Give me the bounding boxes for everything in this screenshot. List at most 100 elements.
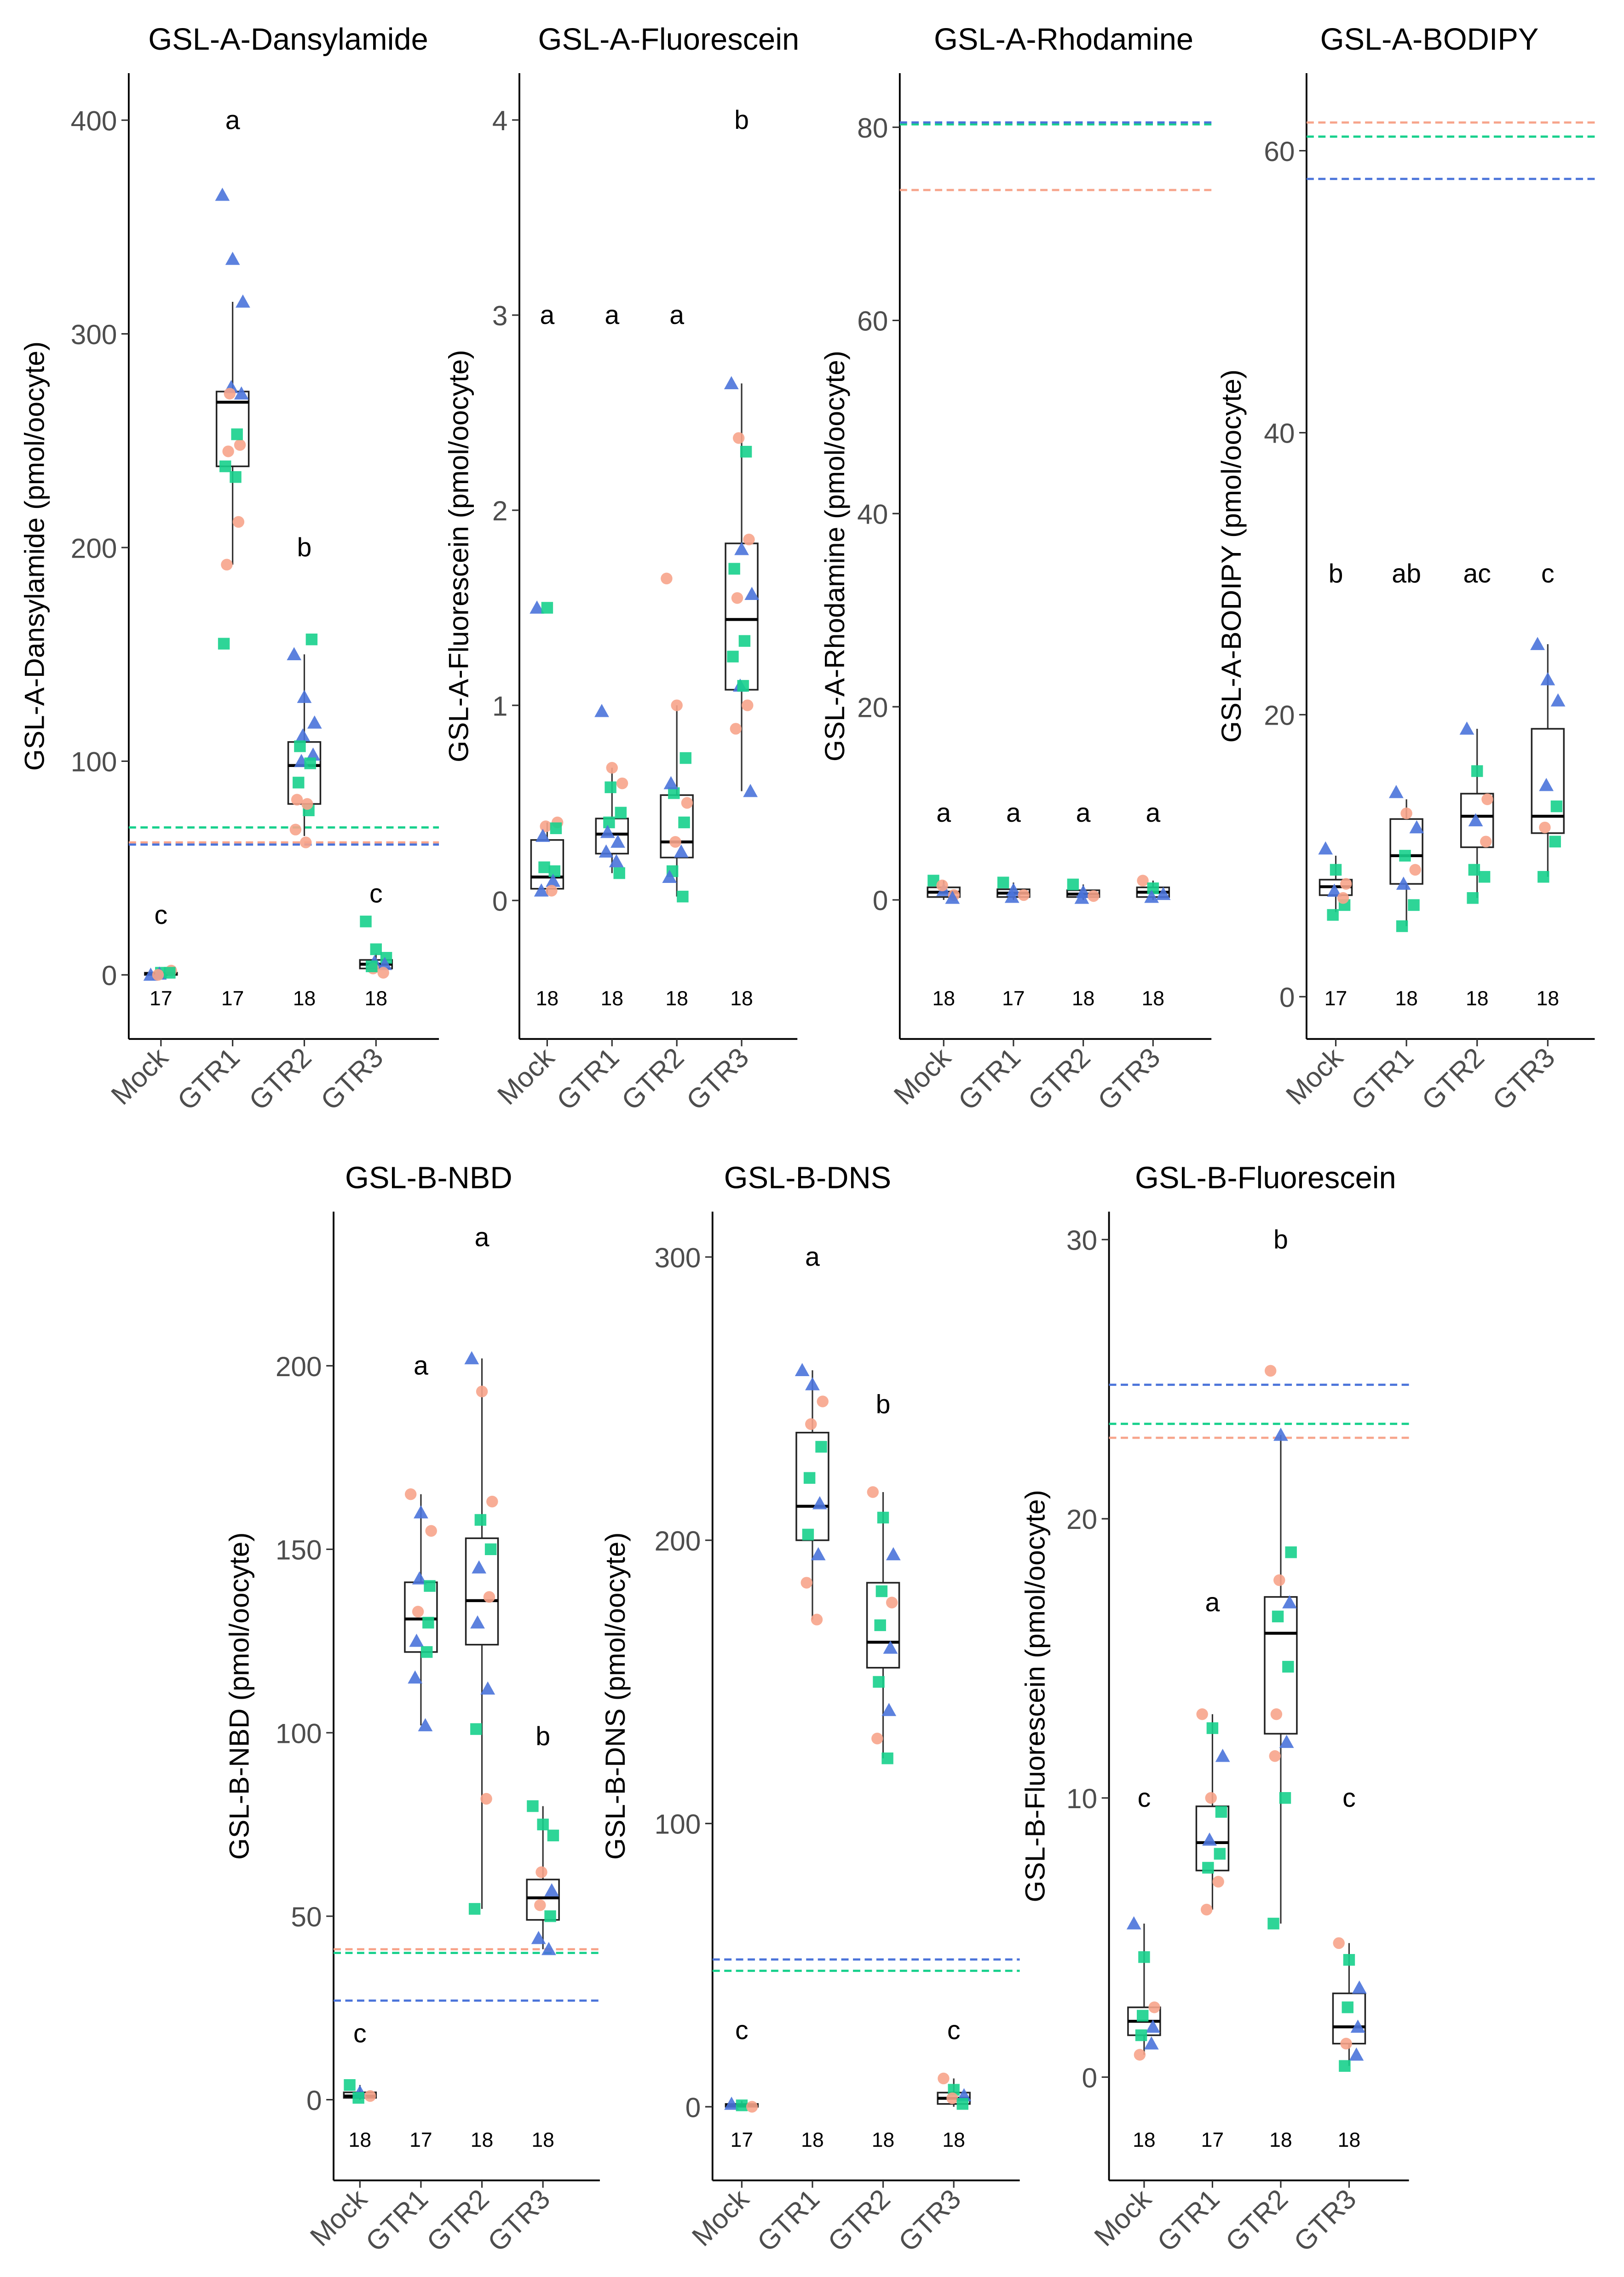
data-point-circle: [232, 516, 245, 528]
y-tick-label: 100: [655, 1809, 701, 1840]
data-point-triangle: [881, 1703, 897, 1716]
sample-size-label: 17: [409, 2129, 432, 2151]
sample-size-label: 18: [601, 987, 624, 1010]
data-point-circle: [480, 1793, 492, 1805]
data-point-triangle: [215, 187, 230, 201]
data-point-square: [678, 816, 690, 829]
data-point-circle: [743, 533, 755, 546]
data-point-square: [548, 865, 561, 877]
data-point-triangle: [743, 784, 758, 797]
data-point-triangle: [1144, 889, 1159, 903]
data-point-square: [802, 1528, 814, 1541]
y-tick-label: 100: [71, 746, 117, 778]
data-point-triangle: [1318, 841, 1333, 855]
data-point-circle: [1196, 1708, 1208, 1720]
y-axis-label: GSL-A-Fluorescein (pmol/oocyte): [443, 350, 474, 762]
data-point-circle: [289, 824, 302, 836]
data-point-triangle: [1550, 693, 1566, 707]
x-tick-label: GTR2: [822, 2183, 896, 2258]
data-point-square: [956, 2098, 968, 2110]
sample-size-label: 17: [221, 987, 244, 1010]
y-tick-label: 300: [71, 319, 117, 350]
significance-letter: b: [536, 1722, 550, 1751]
significance-letter: a: [1146, 798, 1160, 828]
data-point-circle: [811, 1614, 823, 1626]
data-point-triangle: [663, 776, 679, 790]
data-point-square: [1285, 1546, 1297, 1558]
x-tick-label: Mock: [1280, 1041, 1349, 1111]
data-point-circle: [817, 1395, 829, 1407]
data-point-square: [736, 2099, 748, 2111]
data-point-triangle: [1530, 637, 1545, 650]
y-tick-label: 300: [655, 1242, 701, 1273]
data-point-circle: [1340, 878, 1352, 890]
sample-size-label: 18: [730, 987, 753, 1010]
data-point-square: [875, 1585, 888, 1597]
data-point-square: [231, 428, 243, 440]
sample-size-label: 18: [1395, 987, 1418, 1010]
panel-title: GSL-B-NBD: [345, 1161, 513, 1195]
data-point-triangle: [414, 1505, 428, 1519]
data-point-circle: [732, 432, 745, 444]
y-tick-label: 20: [857, 692, 888, 723]
data-point-circle: [234, 439, 246, 451]
data-point-circle: [1273, 1574, 1285, 1586]
panel-title: GSL-A-BODIPY: [1320, 23, 1539, 57]
data-point-square: [468, 1903, 481, 1915]
y-tick-label: 0: [492, 885, 508, 917]
data-point-square: [360, 916, 372, 928]
data-point-circle: [681, 797, 693, 809]
data-point-square: [1339, 2060, 1351, 2072]
data-point-triangle: [795, 1363, 810, 1377]
data-point-square: [603, 816, 615, 829]
sample-size-label: 18: [872, 2129, 895, 2151]
data-point-square: [877, 1511, 889, 1524]
data-point-square: [680, 752, 691, 764]
data-point-circle: [936, 879, 948, 892]
significance-letter: b: [1273, 1225, 1288, 1254]
data-point-square: [370, 943, 382, 955]
data-point-square: [537, 1818, 549, 1831]
x-tick-label: GTR1: [1345, 1042, 1419, 1116]
significance-letter: c: [155, 900, 168, 930]
x-tick-label: GTR1: [171, 1042, 246, 1116]
y-tick-label: 80: [857, 112, 888, 144]
x-tick-label: GTR2: [1416, 1042, 1490, 1116]
x-tick-label: GTR1: [551, 1042, 625, 1116]
data-point-triangle: [295, 728, 311, 742]
sample-size-label: 18: [531, 2129, 554, 2151]
y-tick-label: 20: [1264, 700, 1295, 731]
data-point-circle: [546, 885, 558, 897]
data-point-triangle: [287, 647, 302, 660]
data-point-square: [541, 602, 553, 614]
data-point-triangle: [1350, 2019, 1365, 2033]
data-point-circle: [871, 1732, 883, 1745]
sample-size-label: 18: [293, 987, 316, 1010]
data-point-triangle: [1409, 820, 1424, 834]
data-point-circle: [476, 1385, 488, 1398]
y-axis-label: GSL-B-NBD (pmol/oocyte): [224, 1532, 255, 1860]
data-point-triangle: [1540, 672, 1555, 686]
y-tick-label: 100: [276, 1718, 322, 1749]
data-point-square: [544, 1910, 556, 1922]
data-point-square: [815, 1441, 827, 1453]
data-point-circle: [669, 836, 681, 848]
data-point-square: [1538, 871, 1549, 883]
x-tick-label: Mock: [105, 1041, 174, 1111]
y-tick-label: 2: [492, 495, 508, 526]
data-point-square: [527, 1800, 539, 1812]
panel-title: GSL-A-Rhodamine: [934, 23, 1193, 57]
data-point-square: [1137, 2010, 1149, 2022]
data-point-circle: [483, 1591, 495, 1603]
significance-letter: c: [369, 879, 383, 908]
sample-size-label: 18: [536, 987, 559, 1010]
data-point-square: [881, 1752, 893, 1764]
data-point-square: [164, 967, 176, 979]
data-point-triangle: [544, 1883, 559, 1897]
y-tick-label: 60: [1264, 136, 1295, 167]
panel-title: GSL-B-Fluorescein: [1135, 1161, 1396, 1195]
data-point-circle: [404, 1488, 417, 1500]
data-point-circle: [1205, 1792, 1217, 1804]
data-point-circle: [661, 572, 673, 585]
data-point-triangle: [724, 376, 739, 390]
